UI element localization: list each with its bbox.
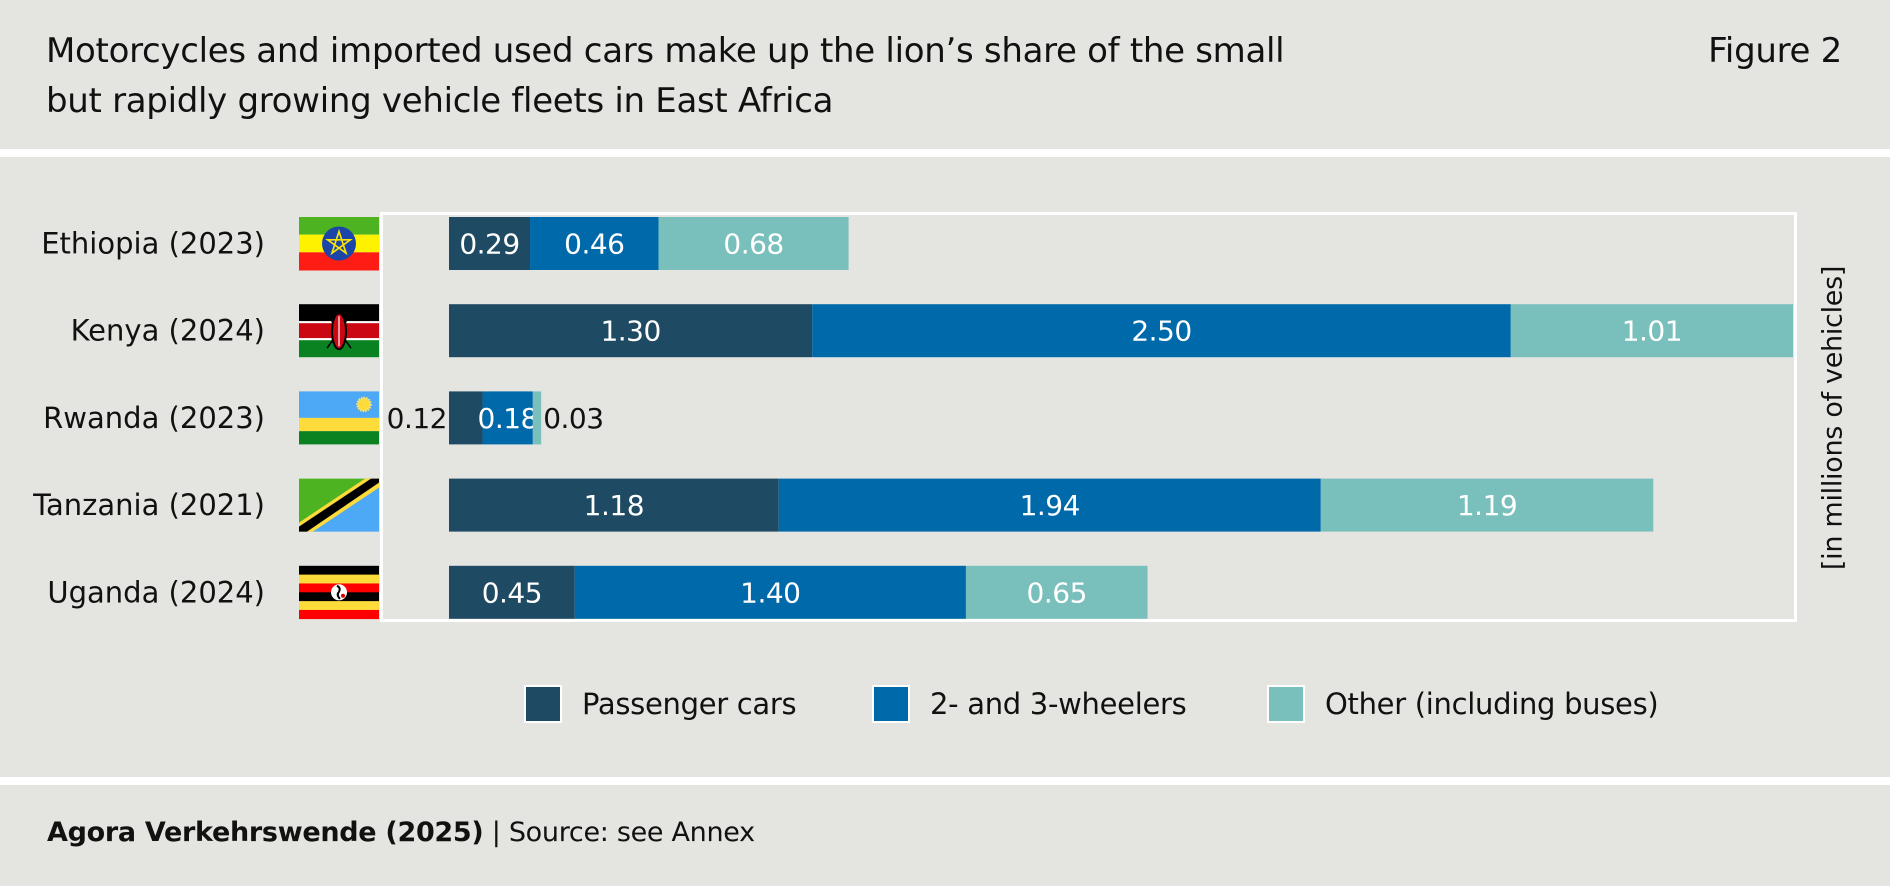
- bar-segment-tanzania-2021-other-including-buses: [1320, 478, 1654, 532]
- category-label-ethiopia-2023: Ethiopia (2023): [41, 227, 265, 261]
- chart-title-line-1: Motorcycles and imported used cars make …: [46, 31, 1285, 71]
- footer-source: Source: see Annex: [508, 817, 755, 848]
- footer-organization: Agora Verkehrswende (2025): [47, 817, 484, 848]
- top-divider: [0, 149, 1890, 157]
- legend-swatch-other: [1267, 685, 1305, 723]
- footer-credit: Agora Verkehrswende (2025) | Source: see…: [47, 815, 755, 851]
- bottom-divider: [0, 777, 1890, 785]
- plot-frame: [380, 212, 1797, 622]
- chart-title: Motorcycles and imported used cars make …: [46, 26, 1346, 126]
- bar-segment-uganda-2024-2-and-3-wheelers: [574, 565, 966, 619]
- bar-segment-kenya-2024-other-including-buses: [1510, 304, 1793, 358]
- bar-segment-tanzania-2021-passenger-cars: [449, 478, 779, 532]
- tanzania-flag-icon: [299, 478, 379, 532]
- data-label-ethiopia-2023-passenger-cars: 0.29: [459, 228, 519, 261]
- data-label-ethiopia-2023-2-and-3-wheelers: 0.46: [564, 228, 624, 261]
- bar-segment-uganda-2024-other-including-buses: [965, 565, 1148, 619]
- data-label-rwanda-2023-2-and-3-wheelers: 0.18: [478, 402, 538, 435]
- data-label-uganda-2024-passenger-cars: 0.45: [482, 576, 542, 609]
- figure-number: Figure 2: [1708, 31, 1842, 71]
- bar-segment-kenya-2024-2-and-3-wheelers: [812, 304, 1511, 358]
- kenya-flag-icon: [299, 304, 379, 358]
- ethiopia-flag-icon: [299, 217, 379, 271]
- bar-segment-rwanda-2023-2-and-3-wheelers: [482, 391, 533, 445]
- data-label-rwanda-2023-passenger-cars: 0.12: [387, 402, 447, 435]
- bar-segment-rwanda-2023-other-including-buses: [532, 391, 542, 445]
- bar-segment-uganda-2024-passenger-cars: [449, 565, 575, 619]
- data-label-rwanda-2023-other-including-buses: 0.03: [543, 402, 603, 435]
- legend-label: Passenger cars: [582, 687, 797, 721]
- category-label-kenya-2024: Kenya (2024): [71, 314, 265, 348]
- data-label-tanzania-2021-passenger-cars: 1.18: [584, 489, 644, 522]
- category-label-rwanda-2023: Rwanda (2023): [43, 401, 265, 435]
- bar-segment-kenya-2024-passenger-cars: [449, 304, 813, 358]
- chart-title-line-2: but rapidly growing vehicle fleets in Ea…: [46, 81, 834, 121]
- bar-segment-tanzania-2021-2-and-3-wheelers: [778, 478, 1321, 532]
- legend-swatch-two-three-wheelers: [872, 685, 910, 723]
- uganda-flag-icon: [299, 565, 379, 620]
- data-label-uganda-2024-other-including-buses: 0.65: [1027, 576, 1087, 609]
- bar-segment-ethiopia-2023-passenger-cars: [449, 217, 531, 270]
- axis-unit-label: [in millions of vehicles]: [1817, 265, 1849, 571]
- footer-separator: |: [483, 817, 509, 848]
- data-label-kenya-2024-passenger-cars: 1.30: [600, 315, 660, 348]
- bar-segment-ethiopia-2023-2-and-3-wheelers: [530, 217, 659, 270]
- data-label-uganda-2024-2-and-3-wheelers: 1.40: [740, 576, 800, 609]
- legend-swatch-passenger-cars: [524, 685, 562, 723]
- bar-segment-rwanda-2023-passenger-cars: [449, 391, 483, 445]
- legend-item-other: Other (including buses): [1267, 684, 1659, 724]
- data-label-kenya-2024-2-and-3-wheelers: 2.50: [1131, 315, 1191, 348]
- bar-segment-ethiopia-2023-other-including-buses: [658, 217, 849, 270]
- data-label-kenya-2024-other-including-buses: 1.01: [1622, 315, 1682, 348]
- data-label-ethiopia-2023-other-including-buses: 0.68: [723, 228, 783, 261]
- legend-item-two-three-wheelers: 2- and 3-wheelers: [872, 684, 1187, 724]
- category-label-tanzania-2021: Tanzania (2021): [32, 488, 265, 522]
- category-label-uganda-2024: Uganda (2024): [47, 575, 265, 609]
- legend-label: Other (including buses): [1325, 687, 1659, 721]
- legend-label: 2- and 3-wheelers: [930, 687, 1187, 721]
- legend-item-passenger-cars: Passenger cars: [524, 684, 797, 724]
- data-label-tanzania-2021-2-and-3-wheelers: 1.94: [1020, 489, 1080, 522]
- rwanda-flag-icon: [299, 391, 379, 445]
- data-label-tanzania-2021-other-including-buses: 1.19: [1457, 489, 1517, 522]
